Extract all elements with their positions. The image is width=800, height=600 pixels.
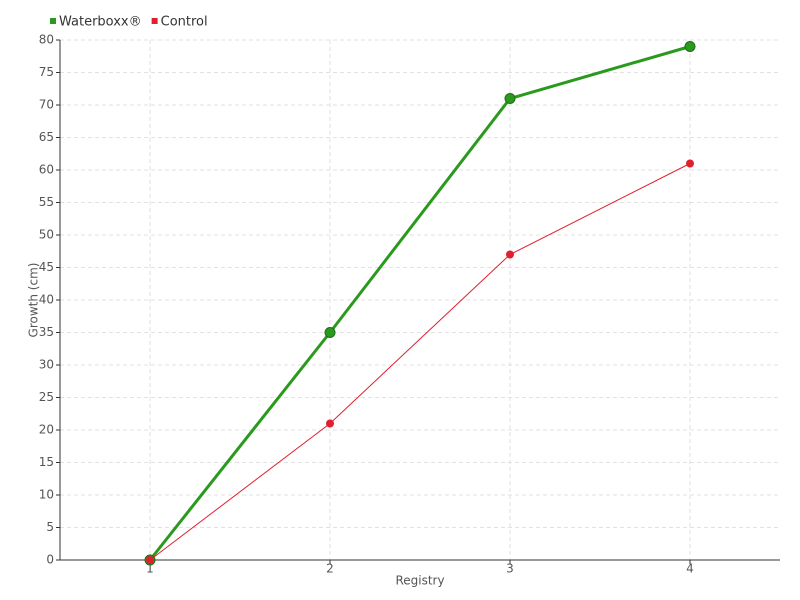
data-point: [504, 93, 516, 104]
y-tick-label: 75: [39, 65, 54, 79]
y-tick-label: 50: [39, 228, 54, 242]
data-point: [684, 41, 696, 52]
y-tick-label: 40: [39, 293, 54, 307]
x-axis-label: Registry: [395, 574, 444, 588]
legend-label: Waterboxx®: [59, 15, 142, 30]
y-tick-label: 55: [39, 195, 54, 209]
data-point: [326, 419, 334, 428]
x-tick-label: 2: [326, 562, 334, 576]
y-tick-label: 0: [46, 553, 54, 567]
data-point: [146, 556, 154, 564]
y-tick-label: 65: [39, 130, 54, 144]
data-point: [506, 250, 514, 259]
legend-label: Control: [161, 15, 208, 30]
y-axis-label: Growth (cm): [27, 263, 41, 338]
legend-swatch: [151, 18, 158, 24]
legend-swatch: [50, 18, 56, 24]
data-point: [324, 327, 336, 338]
series-line: [148, 45, 691, 561]
x-tick-label: 1: [146, 562, 154, 576]
x-tick-label: 3: [506, 562, 514, 576]
y-tick-label: 15: [39, 455, 54, 469]
x-tick-label: 4: [686, 562, 694, 576]
y-tick-label: 30: [39, 358, 54, 372]
y-tick-label: 25: [39, 390, 54, 404]
y-tick-label: 70: [39, 98, 54, 112]
y-tick-label: 20: [39, 423, 54, 437]
y-tick-label: 35: [39, 325, 54, 339]
y-tick-label: 5: [46, 520, 54, 534]
series-line: [149, 163, 691, 561]
y-tick-label: 80: [39, 33, 54, 47]
y-tick-label: 60: [39, 163, 54, 177]
y-tick-label: 10: [39, 488, 54, 502]
data-point: [686, 159, 694, 168]
y-tick-label: 45: [39, 260, 54, 274]
